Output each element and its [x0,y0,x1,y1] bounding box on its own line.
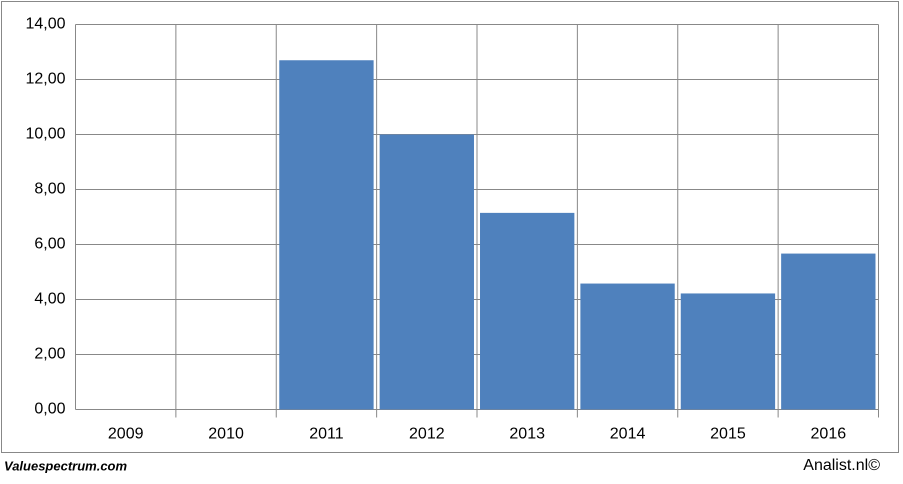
bar [279,60,374,410]
y-tick-label: 10,00 [25,126,65,143]
x-tick-label: 2012 [409,426,445,443]
x-tick-label: 2015 [710,426,746,443]
footer-right: Analist.nl© [803,457,880,474]
bar [379,134,474,410]
x-tick-label: 2009 [108,426,144,443]
bar [580,283,675,410]
x-tick-label: 2016 [811,426,847,443]
x-tick-label: 2010 [208,426,244,443]
y-tick-label: 6,00 [34,236,65,253]
bar [781,253,876,410]
x-tick-label: 2011 [309,426,344,443]
x-tick-label: 2014 [610,426,646,443]
footer-left: Valuespectrum.com [4,458,128,473]
y-tick-label: 12,00 [25,71,65,88]
y-tick-label: 0,00 [34,401,65,418]
y-tick-label: 8,00 [34,181,65,198]
y-tick-label: 4,00 [34,291,65,308]
bar [480,212,575,410]
bar [680,293,776,410]
y-tick-label: 14,00 [25,16,65,33]
y-tick-label: 2,00 [34,346,65,363]
x-tick-label: 2013 [509,426,545,443]
